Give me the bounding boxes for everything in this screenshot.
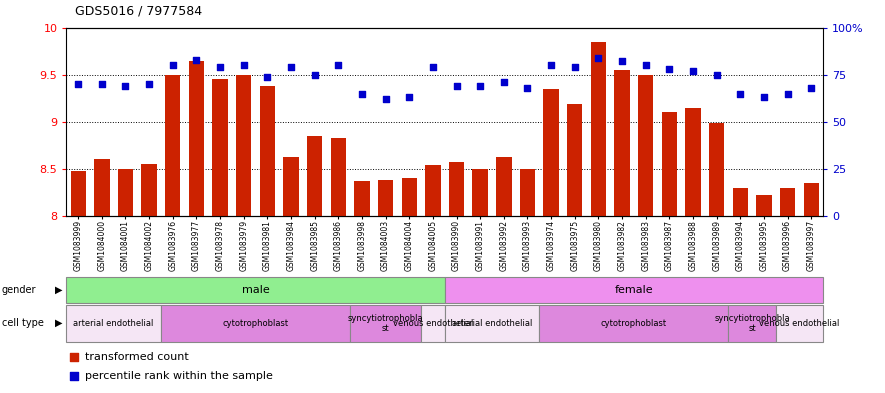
Point (733, 90, 747, 97)
Bar (378, 180, 393, 216)
Bar (449, 162, 465, 216)
Bar (776, 305, 823, 342)
Point (402, 94, 416, 101)
Bar (567, 104, 582, 216)
Bar (543, 89, 558, 216)
Bar (804, 183, 819, 216)
Text: ▶: ▶ (56, 318, 63, 328)
Bar (94, 159, 110, 216)
Bar (473, 169, 488, 216)
Point (804, 85, 819, 91)
Text: transformed count: transformed count (85, 351, 189, 362)
Bar (590, 42, 606, 216)
Bar (444, 277, 823, 303)
Point (379, 96, 393, 102)
Point (496, 79, 511, 85)
Point (710, 72, 724, 78)
Bar (757, 195, 772, 216)
Bar (331, 138, 346, 216)
Point (236, 62, 250, 68)
Bar (189, 61, 204, 216)
Point (95, 81, 109, 87)
Bar (519, 169, 535, 216)
Bar (66, 305, 161, 342)
Bar (236, 75, 251, 216)
Point (308, 72, 322, 78)
Point (686, 68, 700, 74)
Bar (212, 79, 227, 216)
Bar (780, 188, 796, 216)
Point (260, 73, 274, 80)
Text: female: female (614, 285, 653, 295)
Text: cytotrophoblast: cytotrophoblast (601, 319, 667, 328)
Bar (142, 164, 157, 216)
Bar (307, 136, 322, 216)
Bar (350, 305, 421, 342)
Point (591, 55, 605, 61)
Text: cell type: cell type (2, 318, 43, 328)
Bar (161, 305, 350, 342)
Bar (66, 277, 444, 303)
Text: venous endothelial: venous endothelial (393, 319, 473, 328)
Bar (728, 305, 776, 342)
Bar (283, 157, 299, 216)
Bar (425, 165, 441, 216)
Bar (71, 171, 86, 216)
Text: venous endothelial: venous endothelial (759, 319, 840, 328)
Point (567, 64, 581, 70)
Bar (496, 157, 512, 216)
Bar (118, 169, 133, 216)
Point (450, 83, 464, 89)
Point (284, 64, 298, 70)
Point (142, 81, 157, 87)
Text: cytotrophoblast: cytotrophoblast (222, 319, 289, 328)
Bar (402, 178, 417, 216)
Bar (614, 70, 630, 216)
Bar (354, 181, 370, 216)
Bar (662, 112, 677, 216)
Point (506, 68, 520, 74)
Point (506, 248, 520, 255)
Point (544, 62, 558, 68)
Bar (685, 108, 701, 216)
Text: syncytiotrophobla
st: syncytiotrophobla st (348, 314, 423, 333)
Point (662, 66, 676, 72)
Text: male: male (242, 285, 269, 295)
Text: syncytiotrophobla
st: syncytiotrophobla st (714, 314, 790, 333)
Point (781, 90, 795, 97)
Bar (259, 86, 275, 216)
Bar (709, 123, 724, 216)
Point (119, 83, 133, 89)
Point (615, 58, 629, 64)
Point (331, 62, 345, 68)
Bar (539, 305, 728, 342)
Point (473, 83, 488, 89)
Text: arterial endothelial: arterial endothelial (452, 319, 532, 328)
Text: GDS5016 / 7977584: GDS5016 / 7977584 (75, 5, 203, 18)
Text: ▶: ▶ (56, 285, 63, 295)
Point (213, 64, 227, 70)
Point (426, 64, 440, 70)
Bar (733, 188, 748, 216)
Point (165, 62, 180, 68)
Text: arterial endothelial: arterial endothelial (73, 319, 154, 328)
Point (355, 90, 369, 97)
Point (520, 85, 535, 91)
Text: percentile rank within the sample: percentile rank within the sample (85, 371, 273, 382)
Point (757, 94, 771, 101)
Point (71, 81, 85, 87)
Point (189, 57, 204, 63)
Bar (421, 305, 444, 342)
Text: gender: gender (2, 285, 36, 295)
Bar (444, 305, 539, 342)
Bar (638, 75, 653, 216)
Point (639, 62, 653, 68)
Bar (165, 75, 181, 216)
